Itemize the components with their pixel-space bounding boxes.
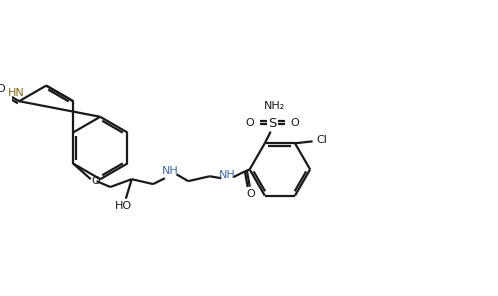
Text: O: O (91, 176, 100, 186)
Text: HO: HO (116, 202, 132, 212)
Text: S: S (268, 117, 277, 130)
Text: O: O (246, 118, 254, 128)
Text: O: O (247, 189, 255, 199)
Text: O: O (291, 118, 299, 128)
Text: Cl: Cl (316, 135, 327, 145)
Text: HN: HN (7, 89, 24, 98)
Text: O: O (0, 83, 5, 94)
Text: NH: NH (219, 170, 236, 180)
Text: NH₂: NH₂ (264, 101, 285, 111)
Text: NH: NH (162, 166, 179, 176)
